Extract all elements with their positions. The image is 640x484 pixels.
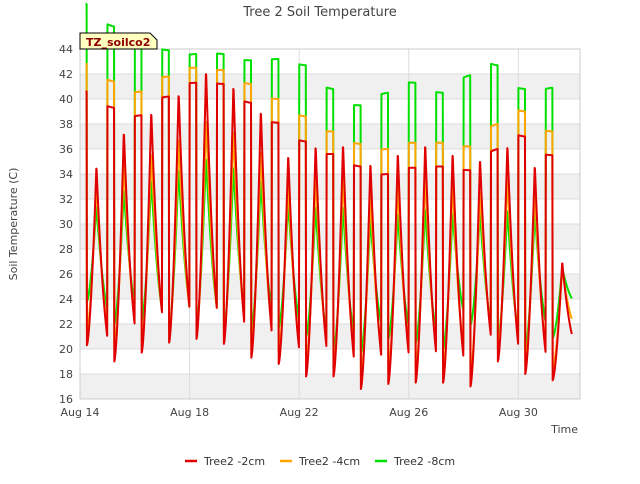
grid-band xyxy=(80,274,580,299)
y-tick-label: 34 xyxy=(59,168,73,181)
grid-band xyxy=(80,74,580,99)
legend-label: Tree2 -2cm xyxy=(203,455,265,468)
legend: Tree2 -2cm Tree2 -4cm Tree2 -8cm xyxy=(185,455,455,468)
grid-band xyxy=(80,124,580,149)
y-tick-label: 38 xyxy=(59,118,73,131)
y-tick-label: 22 xyxy=(59,318,73,331)
series-lines xyxy=(84,3,573,390)
x-axis-ticks: Aug 14 Aug 18 Aug 22 Aug 26 Aug 30 xyxy=(61,406,538,419)
y-tick-label: 24 xyxy=(59,293,73,306)
series-line xyxy=(84,73,573,390)
y-tick-label: 18 xyxy=(59,368,73,381)
grid-band xyxy=(80,324,580,349)
grid-band xyxy=(80,374,580,399)
legend-label: Tree2 -8cm xyxy=(393,455,455,468)
legend-label: Tree2 -4cm xyxy=(298,455,360,468)
y-axis-label: Soil Temperature (C) xyxy=(7,168,20,281)
x-tick-label: Aug 26 xyxy=(389,406,428,419)
site-label: TZ_soilco2 xyxy=(86,36,150,49)
site-label-box: TZ_soilco2 xyxy=(79,32,158,50)
y-tick-label: 42 xyxy=(59,68,73,81)
chart-title: Tree 2 Soil Temperature xyxy=(242,5,397,20)
y-tick-label: 26 xyxy=(59,268,73,281)
plot-frame xyxy=(79,48,581,400)
grid-band xyxy=(80,224,580,249)
y-axis-ticks: 16 18 20 22 24 26 28 30 32 34 36 38 40 42 44 xyxy=(59,43,73,406)
y-tick-label: 36 xyxy=(59,143,73,156)
y-tick-label: 44 xyxy=(59,43,73,56)
y-tick-label: 16 xyxy=(59,393,73,406)
x-tick-label: Aug 18 xyxy=(170,406,209,419)
x-tick-label: Aug 30 xyxy=(499,406,538,419)
y-tick-label: 28 xyxy=(59,243,73,256)
y-tick-label: 20 xyxy=(59,343,73,356)
y-tick-label: 30 xyxy=(59,218,73,231)
x-axis-label: Time xyxy=(550,423,578,436)
y-tick-label: 40 xyxy=(59,93,73,106)
x-tick-label: Aug 14 xyxy=(61,406,100,419)
x-tick-label: Aug 22 xyxy=(280,406,319,419)
y-tick-label: 32 xyxy=(59,193,73,206)
